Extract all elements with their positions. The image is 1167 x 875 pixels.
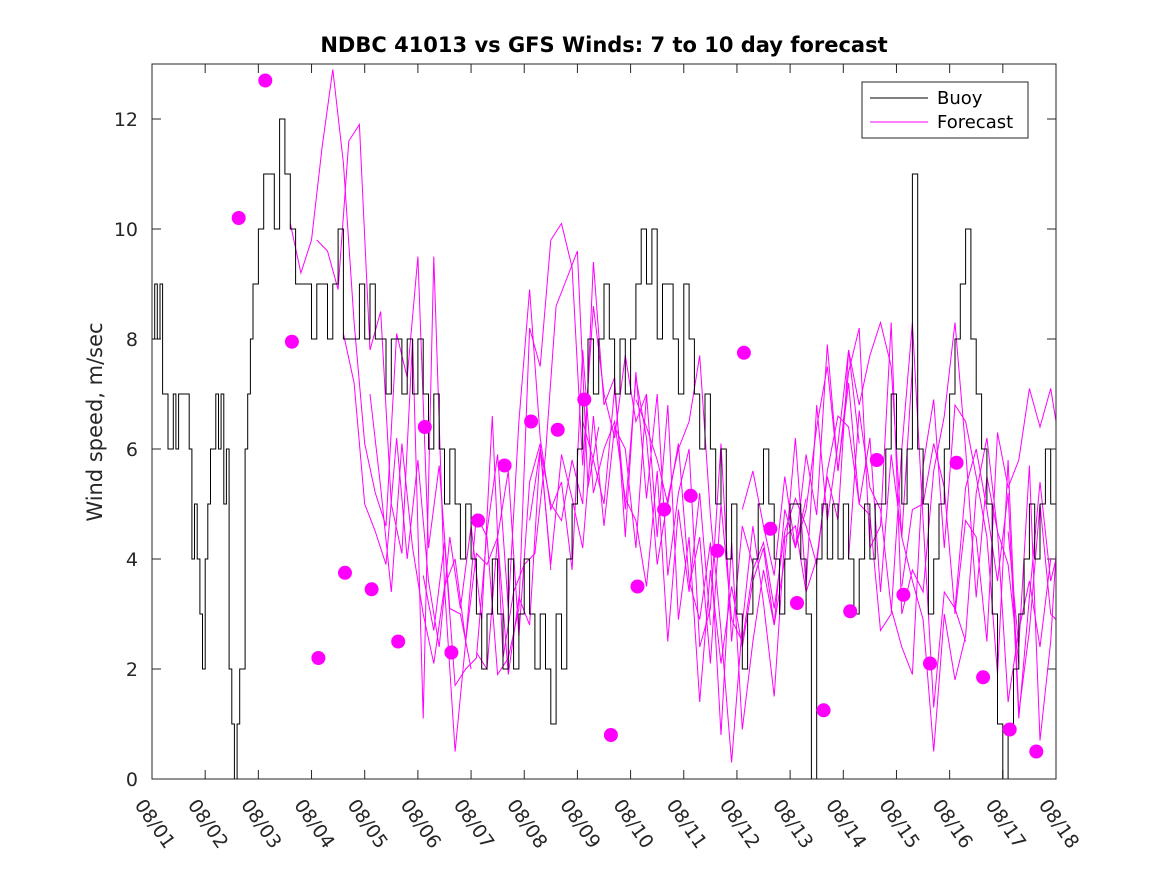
plot-area-frame <box>151 63 1057 780</box>
y-tick-label: 2 <box>126 659 138 681</box>
forecast-point <box>710 543 725 558</box>
forecast-point <box>417 420 432 434</box>
forecast-run-line <box>422 289 711 688</box>
legend: Buoy Forecast <box>861 81 1029 139</box>
forecast-point <box>550 422 565 437</box>
legend-label-forecast: Forecast <box>937 112 1013 133</box>
forecast-point <box>471 513 485 528</box>
y-tick-label: 4 <box>126 549 138 571</box>
y-tick-label: 10 <box>114 219 138 241</box>
forecast-point <box>816 703 831 718</box>
forecast-point <box>231 211 246 225</box>
buoy-series-line <box>152 118 1057 780</box>
forecast-point <box>736 345 751 360</box>
forecast-run-line <box>848 399 1057 714</box>
forecast-run-line <box>529 393 807 703</box>
forecast-point <box>577 392 592 407</box>
forecast-point <box>923 656 937 671</box>
forecast-point <box>311 651 326 665</box>
forecast-point <box>657 502 672 517</box>
forecast-point <box>364 582 379 597</box>
chart-title: NDBC 41013 vs GFS Winds: 7 to 10 day for… <box>320 33 887 57</box>
y-axis-label: Wind speed, m/sec <box>83 322 107 521</box>
forecast-run-line <box>1007 465 1057 741</box>
y-tick-label: 12 <box>114 109 138 131</box>
forecast-run-line <box>688 322 967 708</box>
y-tick-label: 6 <box>126 439 138 461</box>
forecast-run-line <box>794 322 1052 703</box>
forecast-point <box>976 670 991 685</box>
forecast-point <box>949 455 964 470</box>
forecast-point <box>524 414 539 429</box>
forecast-point <box>284 334 299 349</box>
forecast-point <box>258 73 273 88</box>
series-layer <box>152 69 1057 780</box>
forecast-run-line <box>635 320 913 736</box>
forecast-point <box>896 587 911 602</box>
forecast-run-line <box>954 448 1057 719</box>
forecast-point <box>603 728 618 742</box>
forecast-point <box>338 565 352 580</box>
forecast-point <box>683 488 698 503</box>
y-tick-label: 8 <box>126 329 138 351</box>
forecast-point <box>497 458 512 473</box>
legend-label-buoy: Buoy <box>937 88 983 109</box>
forecast-point <box>1029 744 1044 759</box>
forecast-run-line <box>901 388 1057 642</box>
y-axis-ticks: 0 2 4 6 8 10 12 <box>114 109 1056 791</box>
legend-box <box>861 81 1029 139</box>
forecast-point <box>630 579 645 594</box>
forecast-point <box>763 521 778 536</box>
forecast-point <box>843 604 858 619</box>
forecast-point <box>444 645 459 660</box>
forecast-point <box>391 634 406 649</box>
forecast-point <box>1002 722 1017 737</box>
forecast-run-line <box>316 122 552 752</box>
forecast-point <box>869 453 884 467</box>
forecast-run-line <box>741 366 1020 752</box>
forecast-run-line <box>582 349 860 763</box>
y-tick-label: 0 <box>126 769 138 791</box>
forecast-point <box>790 596 804 610</box>
